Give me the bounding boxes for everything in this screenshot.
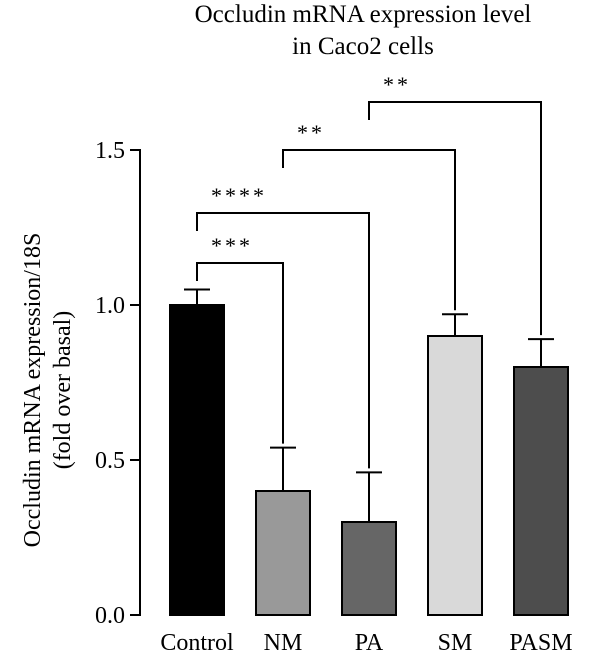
significance-label: ** xyxy=(297,120,325,145)
bar-sm xyxy=(427,335,483,616)
significance-label: ** xyxy=(383,72,411,97)
y-tick-label: 0.0 xyxy=(95,603,125,629)
significance-bracket xyxy=(282,149,456,311)
y-axis-label-line-1: Occludin mRNA expression/18S xyxy=(20,233,46,548)
x-category-label: PA xyxy=(355,630,384,656)
significance-label: **** xyxy=(211,183,267,208)
y-tick-label: 1.0 xyxy=(95,293,125,319)
bar-pasm xyxy=(513,366,569,616)
y-axis-label: Occludin mRNA expression/18S (fold over … xyxy=(20,233,76,548)
x-category-label: NM xyxy=(264,630,303,656)
chart-title-line-2: in Caco2 cells xyxy=(292,33,434,60)
y-axis-label-line-2: (fold over basal) xyxy=(50,311,76,470)
bar-control xyxy=(169,304,225,616)
bar-nm xyxy=(255,490,311,616)
chart-title-line-1: Occludin mRNA expression level xyxy=(195,1,532,28)
x-category-label: PASM xyxy=(509,630,572,656)
y-tick-label: 0.5 xyxy=(95,448,125,474)
bar-pa xyxy=(341,521,397,616)
significance-label: *** xyxy=(211,233,253,258)
significance-bracket xyxy=(368,101,542,336)
significance-bracket xyxy=(196,212,370,469)
x-category-label: Control xyxy=(160,630,234,656)
x-category-label: SM xyxy=(438,630,473,656)
y-tick-label: 1.5 xyxy=(95,138,125,164)
significance-bracket xyxy=(196,262,284,444)
